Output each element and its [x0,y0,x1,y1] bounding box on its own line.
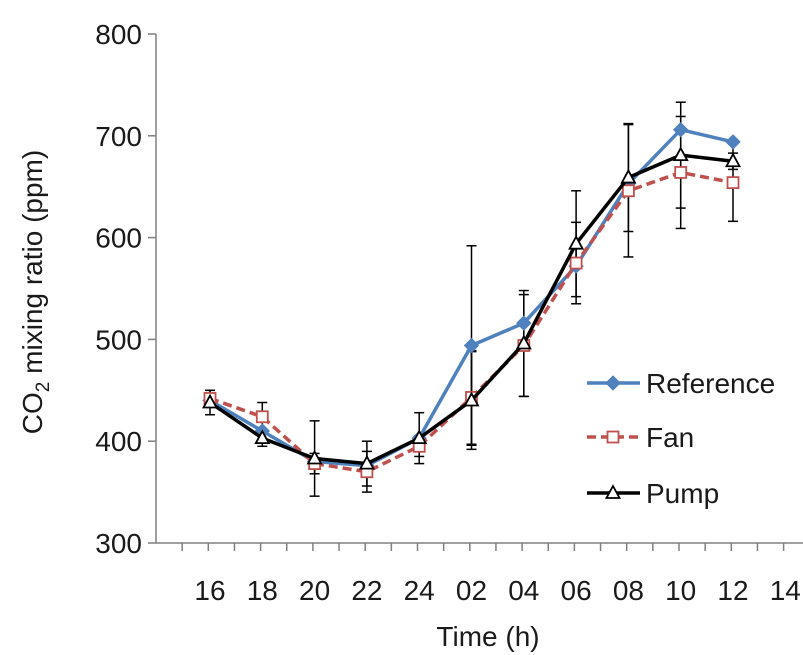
y-axis-title-main: CO [17,392,48,434]
data-point [672,146,689,162]
data-point [255,410,269,424]
legend-swatch-marker [605,375,621,391]
data-point [515,334,532,350]
y-tick-label: 800 [95,19,142,50]
y-axis-title: CO2 mixing ratio (ppm) [17,150,54,434]
x-tick-label: 24 [404,575,435,606]
legend: Reference Fan Pump [587,368,775,509]
data-point [463,391,480,407]
series-lines [201,121,742,479]
y-tick-label: 700 [95,121,142,152]
x-tick-label: 16 [194,575,225,606]
x-tick-label: 04 [508,575,539,606]
x-tick-label: 18 [247,575,278,606]
tick-labels: 300 400 500 600 700 800 16 18 20 22 24 02 04 06 08 10 12… [95,19,801,606]
x-tick-label: 10 [665,575,696,606]
data-point [568,234,585,250]
data-point [725,134,741,150]
series-pump [201,146,742,470]
data-point [411,429,428,445]
y-tick-label: 300 [95,528,142,559]
x-tick-label: 08 [613,575,644,606]
data-point [724,152,742,168]
x-tick-label: 02 [456,575,487,606]
data-point [569,256,583,270]
y-axis-title-sub: 2 [33,382,54,393]
data-point [726,176,740,190]
legend-swatch-marker [606,430,620,444]
data-point [463,337,480,354]
data-point [306,449,323,465]
data-point [254,429,271,445]
y-axis-title-rest: mixing ratio (ppm) [17,150,48,382]
legend-item-pump: Pump [587,478,719,509]
data-point [674,166,688,179]
legend-swatch-marker [604,484,622,499]
axes [148,33,803,551]
legend-item-fan: Fan [587,422,694,453]
data-point [201,393,219,409]
x-tick-label: 12 [717,575,748,606]
x-tick-label: 20 [299,575,330,606]
legend-label: Fan [646,422,694,453]
x-tick-label: 22 [351,575,382,606]
x-axis-title: Time (h) [436,621,539,652]
legend-label: Reference [646,368,775,399]
legend-item-reference: Reference [587,368,775,399]
data-point [516,315,532,331]
y-tick-label: 500 [95,324,142,355]
y-tick-label: 400 [95,426,142,457]
x-tick-label: 14 [770,575,801,606]
data-point [358,454,375,470]
y-tick-label: 600 [95,223,142,254]
data-point [622,184,635,198]
data-point [620,168,637,184]
data-point [672,121,689,138]
x-tick-label: 06 [561,575,592,606]
legend-label: Pump [646,478,719,509]
